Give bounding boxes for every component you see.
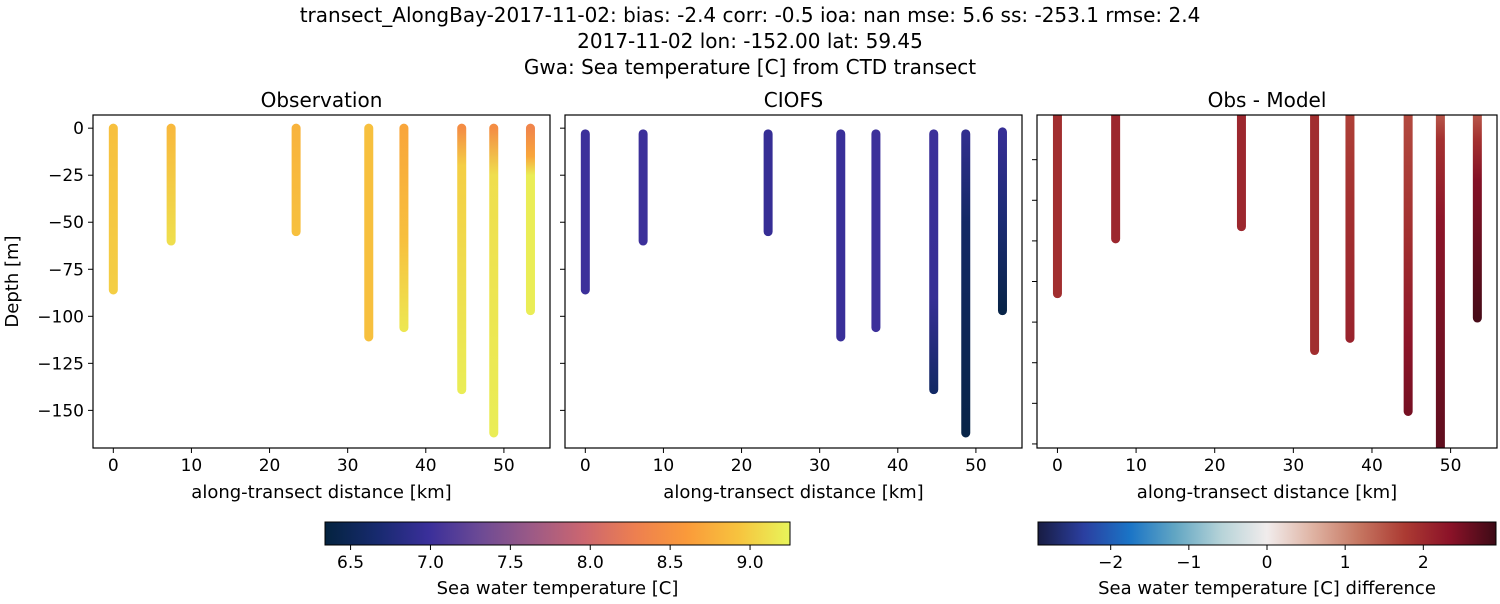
x-axis-label: along-transect distance [km]: [191, 482, 451, 503]
colorbar-gradient: [325, 522, 790, 545]
x-tick-label: 40: [1361, 456, 1383, 476]
colorbar-tick-label: 6.5: [337, 553, 364, 573]
panel-0: Observation 0 10 20 30 40 50 0 −25 −50 −75 −100 −125…: [2, 88, 550, 503]
colorbar-tick-label: 1: [1340, 553, 1351, 573]
axes-frame: [93, 115, 550, 448]
panel-title: Observation: [261, 88, 383, 112]
colorbar-tick-label: −1: [1176, 553, 1201, 573]
colorbar-tick-label: −2: [1098, 553, 1123, 573]
colorbar-label: Sea water temperature [C] difference: [1098, 578, 1436, 599]
colorbar-tick-label: 8.5: [657, 553, 684, 573]
x-tick-label: 50: [965, 456, 987, 476]
y-tick-label: −25: [48, 166, 84, 186]
x-tick-label: 0: [580, 456, 591, 476]
colorbar-tick-label: 8.0: [577, 553, 604, 573]
axes-frame: [1037, 115, 1497, 448]
panel-title: CIOFS: [764, 88, 823, 112]
x-tick-label: 10: [181, 456, 203, 476]
x-tick-label: 30: [337, 456, 359, 476]
x-tick-label: 50: [1440, 456, 1462, 476]
colorbar-tick-label: 9.0: [737, 553, 764, 573]
x-axis-label: along-transect distance [km]: [1137, 482, 1397, 503]
suptitle-line-1: transect_AlongBay-2017-11-02: bias: -2.4…: [300, 3, 1201, 27]
x-tick-label: 40: [415, 456, 437, 476]
y-tick-label: 0: [73, 119, 84, 139]
colorbar-thermal: 6.5 7.0 7.5 8.0 8.5 9.0 Sea water temperature …: [325, 522, 790, 599]
x-tick-label: 40: [887, 456, 909, 476]
x-axis-label: along-transect distance [km]: [663, 482, 923, 503]
colorbar-tick-label: 0: [1262, 553, 1273, 573]
x-tick-label: 10: [1125, 456, 1147, 476]
panel-2: Obs - Model 0 10 20 30 40 50 along-transect dis…: [1032, 88, 1497, 503]
panel-title: Obs - Model: [1208, 88, 1327, 112]
colorbar-tick-label: 7.0: [417, 553, 444, 573]
y-tick-label: −150: [37, 401, 84, 421]
colorbar-balance: −2 −1 0 1 2 Sea water temperature [C] differe…: [1038, 522, 1496, 599]
x-tick-label: 20: [259, 456, 281, 476]
colorbar-label: Sea water temperature [C]: [437, 578, 679, 599]
y-tick-label: −125: [37, 354, 84, 374]
y-tick-label: −50: [48, 213, 84, 233]
x-tick-label: 30: [809, 456, 831, 476]
panel-1: CIOFS 0 10 20 30 40 50 along-transect distance …: [560, 88, 1022, 503]
x-tick-label: 20: [731, 456, 753, 476]
x-tick-label: 0: [108, 456, 119, 476]
suptitle-line-3: Gwa: Sea temperature [C] from CTD transe…: [524, 55, 976, 79]
colorbar-tick-label: 7.5: [497, 553, 524, 573]
suptitle-line-2: 2017-11-02 lon: -152.00 lat: 59.45: [577, 29, 923, 53]
x-tick-label: 0: [1052, 456, 1063, 476]
x-tick-label: 50: [493, 456, 515, 476]
y-tick-label: −75: [48, 260, 84, 280]
x-tick-label: 30: [1283, 456, 1305, 476]
y-tick-label: −100: [37, 307, 84, 327]
axes-frame: [565, 115, 1022, 448]
colorbar-gradient: [1038, 522, 1496, 545]
y-axis-label: Depth [m]: [2, 235, 23, 327]
colorbar-tick-label: 2: [1418, 553, 1429, 573]
x-tick-label: 20: [1204, 456, 1226, 476]
x-tick-label: 10: [653, 456, 675, 476]
